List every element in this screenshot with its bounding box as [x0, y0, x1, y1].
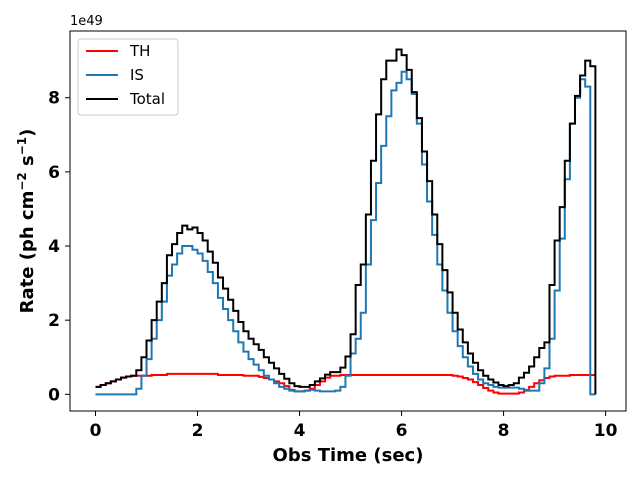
- x-axis: 0 2 4 6 8 10: [90, 411, 618, 441]
- y-tick-label: 2: [48, 311, 60, 331]
- y-axis-title-mid: s: [17, 155, 38, 172]
- legend-label-total: Total: [129, 90, 165, 108]
- y-tick-label: 8: [48, 89, 60, 109]
- series-line-total: [95, 48, 597, 395]
- legend-label-th: TH: [129, 42, 150, 60]
- series-line-th: [95, 372, 596, 395]
- plot-frame: [69, 30, 627, 412]
- y-axis-title-exp1: −2: [15, 172, 29, 190]
- series-layer: [95, 48, 597, 396]
- y-offset-label: 1e49: [70, 14, 103, 29]
- legend: TH IS Total: [77, 38, 179, 116]
- x-axis-title: Obs Time (sec): [273, 445, 424, 466]
- x-tick-label: 6: [396, 421, 408, 441]
- y-tick-label: 6: [48, 163, 60, 183]
- legend-label-is: IS: [130, 66, 144, 84]
- series-line-is: [95, 70, 596, 396]
- legend-box: [77, 38, 179, 116]
- x-tick-label: 10: [594, 421, 618, 441]
- y-axis-title-main: Rate (ph cm: [17, 191, 38, 314]
- y-axis-title-end: ): [17, 129, 38, 137]
- y-tick-label: 0: [48, 385, 60, 405]
- x-tick-label: 0: [90, 421, 102, 441]
- y-tick-label: 4: [48, 237, 60, 257]
- x-tick-label: 2: [192, 421, 204, 441]
- x-tick-label: 8: [498, 421, 510, 441]
- y-axis-title: Rate (ph cm−2 s−1): [15, 129, 38, 314]
- x-tick-label: 4: [294, 421, 306, 441]
- y-axis-title-exp2: −1: [15, 137, 29, 155]
- y-axis: 0 2 4 6 8: [48, 89, 70, 405]
